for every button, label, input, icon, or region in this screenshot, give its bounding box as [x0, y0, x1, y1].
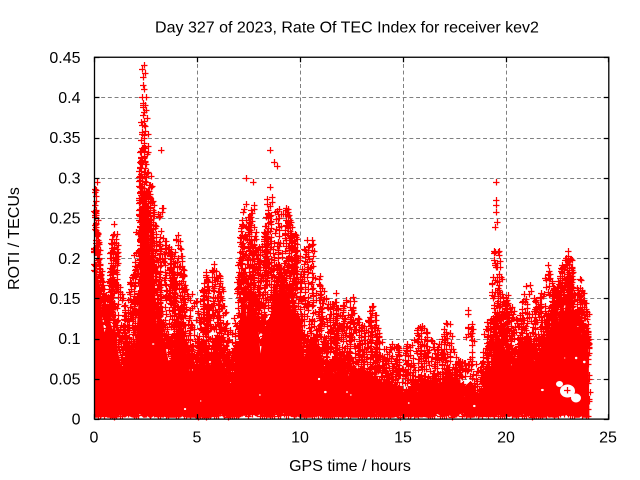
svg-text:5: 5 — [193, 430, 202, 447]
svg-text:20: 20 — [497, 430, 515, 447]
svg-text:15: 15 — [394, 430, 412, 447]
svg-text:Day 327 of 2023, Rate Of TEC I: Day 327 of 2023, Rate Of TEC Index for r… — [155, 20, 539, 37]
svg-text:0.35: 0.35 — [49, 130, 80, 147]
svg-text:0.4: 0.4 — [58, 90, 80, 107]
svg-text:ROTI / TECUs: ROTI / TECUs — [6, 187, 23, 290]
svg-text:GPS time / hours: GPS time / hours — [289, 458, 411, 475]
svg-text:0.1: 0.1 — [58, 331, 80, 348]
svg-text:0: 0 — [90, 430, 99, 447]
svg-text:0.15: 0.15 — [49, 291, 80, 308]
svg-text:0: 0 — [72, 412, 81, 429]
svg-text:0.05: 0.05 — [49, 371, 80, 388]
svg-text:25: 25 — [599, 430, 617, 447]
svg-text:0.45: 0.45 — [49, 50, 80, 67]
svg-text:0.3: 0.3 — [58, 170, 80, 187]
svg-text:0.25: 0.25 — [49, 211, 80, 228]
svg-text:0.2: 0.2 — [58, 251, 80, 268]
svg-text:10: 10 — [291, 430, 309, 447]
